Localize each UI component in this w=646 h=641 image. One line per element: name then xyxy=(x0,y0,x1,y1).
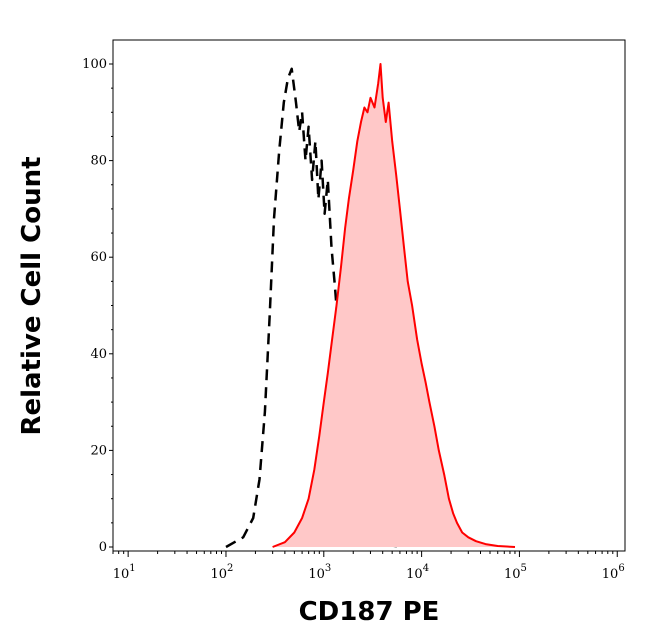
series-1-area xyxy=(272,64,515,547)
y-tick-label: 0 xyxy=(99,540,107,555)
x-tick-label: 103 xyxy=(308,563,331,582)
y-axis: 0 20 40 60 80 100 xyxy=(82,57,113,555)
x-tick-label: 105 xyxy=(504,563,527,582)
x-tick-label: 101 xyxy=(113,563,136,582)
y-tick-label: 100 xyxy=(82,57,107,72)
y-tick-label: 20 xyxy=(90,443,107,458)
y-axis-title: Relative Cell Count xyxy=(17,156,47,435)
x-axis-title: CD187 PE xyxy=(299,597,440,627)
series-1-line xyxy=(272,63,516,548)
x-tick-label: 104 xyxy=(406,563,429,582)
plot-frame xyxy=(112,39,626,552)
x-tick-label: 102 xyxy=(211,563,234,582)
y-tick-label: 60 xyxy=(90,250,107,265)
y-tick-label: 80 xyxy=(90,154,107,169)
x-tick-label: 106 xyxy=(602,563,625,582)
x-axis: 101 102 103 104 105 106 xyxy=(112,551,625,582)
y-tick-label: 40 xyxy=(90,347,107,362)
series-layer xyxy=(225,63,516,549)
